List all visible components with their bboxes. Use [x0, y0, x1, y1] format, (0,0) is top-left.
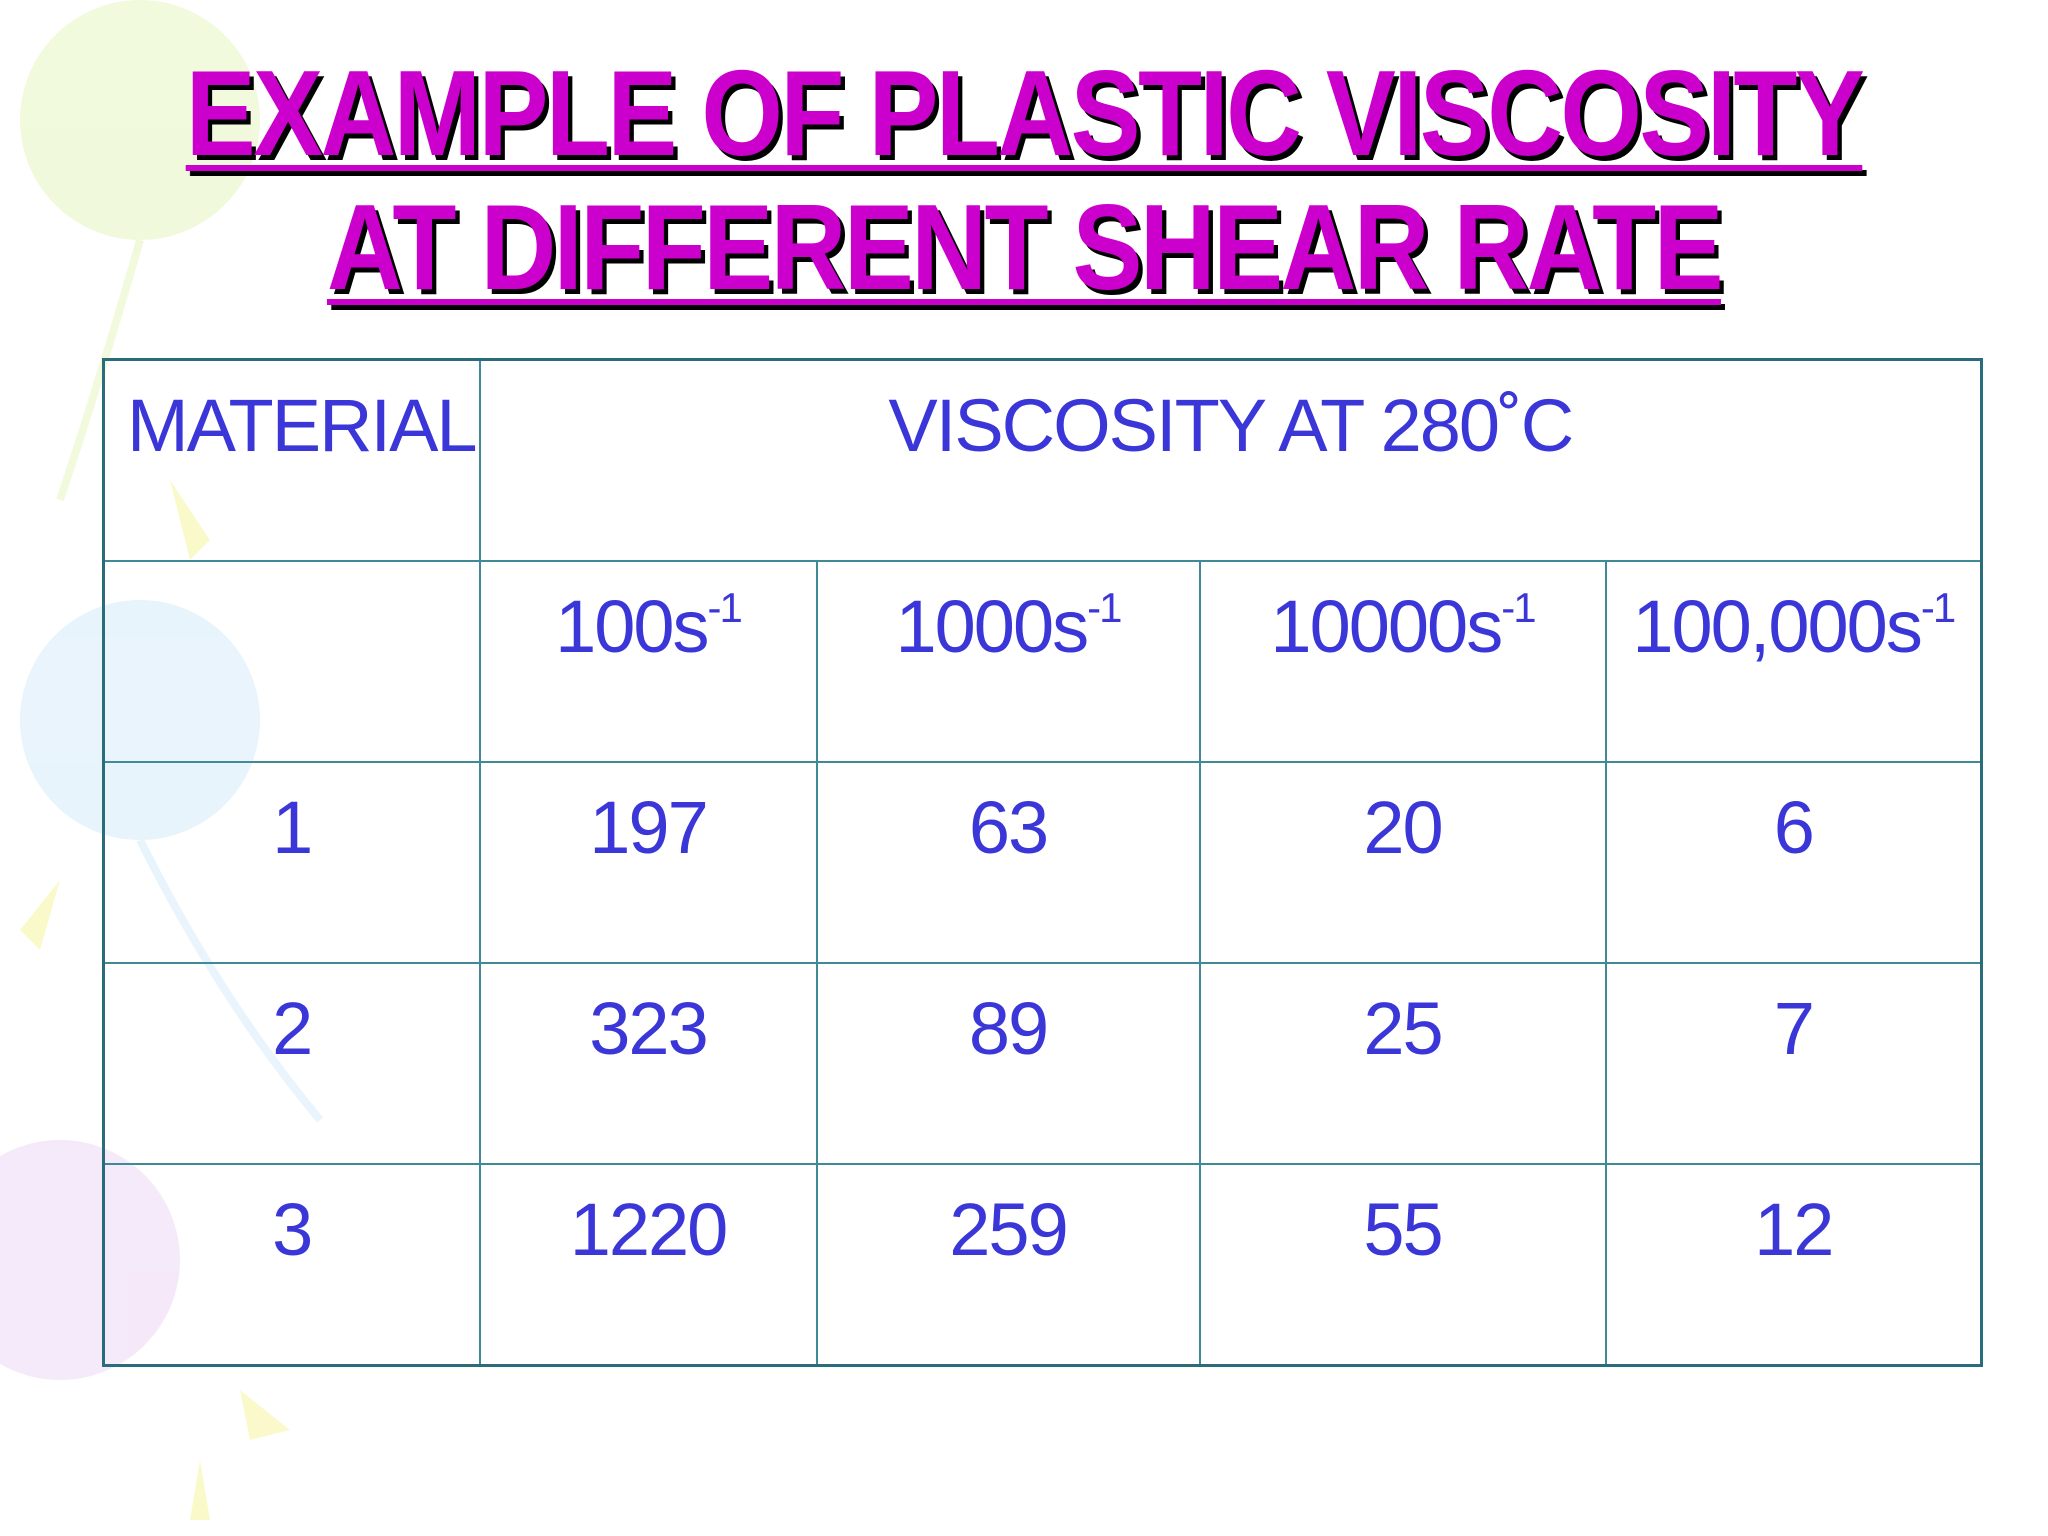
- header-cell: VISCOSITY AT 280˚C: [478, 358, 1983, 562]
- viscosity-cell: 63: [815, 761, 1201, 964]
- shear-rate-row: 100s-1 1000s-1 10000s-1 100,000s-1: [102, 560, 1983, 763]
- viscosity-cell: 259: [815, 1163, 1201, 1367]
- viscosity-cell: 197: [478, 761, 818, 964]
- data-row: 2 323 89 25 7: [102, 962, 1983, 1165]
- material-cell: 2: [102, 962, 481, 1165]
- viscosity-table: MATERIAL VISCOSITY AT 280˚C 100s-1 1000s-1 1…: [102, 358, 1984, 1367]
- viscosity-cell: 1220: [478, 1163, 818, 1367]
- shear-rate-exponent: -1: [1920, 584, 1956, 631]
- viscosity-cell: 55: [1198, 1163, 1607, 1367]
- viscosity-cell: 12: [1604, 1163, 1983, 1367]
- shear-rate-value: 100s: [555, 585, 709, 668]
- viscosity-cell: 20: [1198, 761, 1607, 964]
- data-row: 3 1220 259 55 12: [102, 1163, 1983, 1367]
- shear-rate-cell: 100s-1: [478, 560, 818, 763]
- shear-rate-value: 10000s: [1270, 585, 1503, 668]
- title-line: AT DIFFERENT SHEAR RATE: [327, 179, 1724, 315]
- header-row: MATERIAL VISCOSITY AT 280˚C: [102, 358, 1983, 562]
- shear-rate-cell: 1000s-1: [815, 560, 1201, 763]
- shear-rate-cell: 10000s-1: [1198, 560, 1607, 763]
- title-line: EXAMPLE OF PLASTIC VISCOSITY: [185, 45, 1865, 181]
- shear-rate-value: 100,000s: [1632, 585, 1922, 668]
- viscosity-cell: 323: [478, 962, 818, 1165]
- empty-cell: [102, 560, 481, 763]
- shear-rate-value: 1000s: [895, 585, 1090, 668]
- shear-rate-cell: 100,000s-1: [1604, 560, 1983, 763]
- material-cell: 1: [102, 761, 481, 964]
- viscosity-cell: 25: [1198, 962, 1607, 1165]
- material-cell: 3: [102, 1163, 481, 1367]
- shear-rate-exponent: -1: [707, 584, 743, 631]
- viscosity-cell: 6: [1604, 761, 1983, 964]
- header-cell: MATERIAL: [102, 358, 481, 562]
- shear-rate-exponent: -1: [1087, 584, 1122, 631]
- viscosity-cell: 89: [815, 962, 1201, 1165]
- shear-rate-exponent: -1: [1501, 584, 1536, 631]
- viscosity-cell: 7: [1604, 962, 1983, 1165]
- data-row: 1 197 63 20 6: [102, 761, 1983, 964]
